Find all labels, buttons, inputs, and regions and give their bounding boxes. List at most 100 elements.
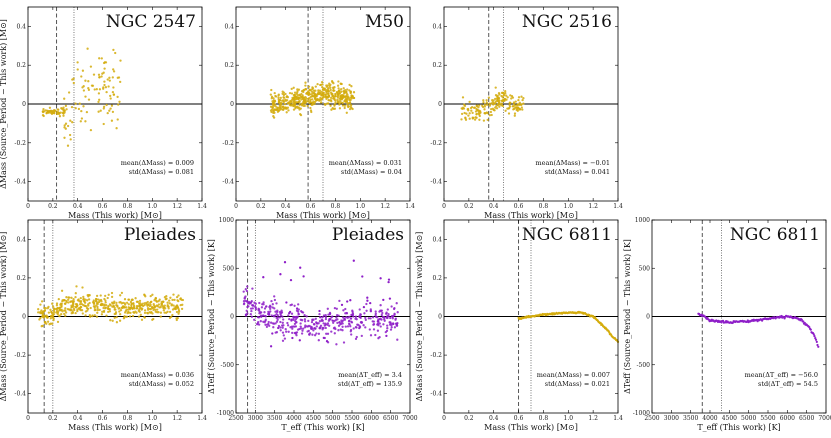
data-point (129, 311, 132, 315)
data-point (278, 316, 281, 319)
data-point (279, 96, 282, 100)
data-point (143, 315, 146, 319)
data-point (291, 336, 294, 340)
data-point (155, 300, 159, 303)
data-point (117, 103, 120, 106)
data-point (67, 91, 71, 94)
data-point (177, 294, 180, 297)
data-point (74, 292, 77, 295)
data-point (115, 321, 119, 324)
data-point (307, 85, 311, 88)
data-point (258, 310, 261, 313)
data-point (265, 305, 268, 308)
y-tick-label: -500 (637, 362, 651, 369)
data-point (390, 326, 393, 329)
data-point (92, 305, 96, 308)
data-point (154, 308, 157, 311)
data-point (119, 80, 122, 84)
data-point (127, 308, 130, 311)
y-tick-label: 0 (22, 101, 26, 108)
data-point (281, 326, 284, 329)
data-point (37, 311, 40, 314)
data-point (69, 119, 72, 122)
data-point (297, 303, 300, 306)
data-point (272, 326, 275, 329)
y-tick-label: 0.4 (432, 236, 442, 243)
data-point (509, 94, 512, 97)
data-point (336, 84, 340, 87)
data-point (82, 304, 85, 307)
data-point (314, 85, 317, 88)
x-tick-label: 0.8 (539, 415, 549, 422)
data-point (45, 314, 48, 317)
data-point (276, 110, 280, 113)
data-point (364, 318, 367, 322)
data-point (250, 315, 254, 318)
data-point (285, 330, 288, 333)
data-point (146, 300, 149, 304)
data-point (108, 76, 111, 79)
data-point (109, 304, 112, 307)
data-point (340, 320, 344, 324)
y-tick-label: -500 (221, 362, 235, 369)
data-point (346, 325, 350, 328)
data-point (483, 108, 486, 111)
data-point (82, 89, 86, 92)
data-point (295, 331, 299, 334)
data-point (468, 100, 471, 104)
data-point (94, 300, 98, 303)
data-point (518, 101, 521, 104)
data-point (108, 79, 111, 82)
data-point (259, 314, 263, 317)
data-point (502, 94, 505, 97)
y-tick-label: -0.2 (14, 140, 26, 147)
data-point (279, 320, 282, 324)
data-point (109, 97, 112, 100)
data-point (478, 118, 481, 121)
data-point (109, 107, 112, 110)
x-tick-label: 7000 (818, 415, 831, 422)
data-point (101, 310, 104, 313)
data-point (49, 317, 52, 320)
data-point (341, 104, 345, 107)
data-point (146, 311, 149, 315)
data-point (87, 86, 90, 90)
data-point (816, 343, 819, 347)
data-point (76, 308, 79, 311)
data-point (163, 296, 167, 299)
data-point (320, 90, 323, 93)
data-point (82, 295, 85, 299)
data-point (254, 308, 258, 311)
data-point (517, 96, 521, 99)
data-point (171, 298, 174, 302)
data-point (116, 118, 119, 121)
data-point (289, 278, 293, 282)
data-point (113, 308, 116, 311)
x-tick-label: 6500 (383, 415, 398, 422)
x-tick-label: 0.8 (123, 203, 133, 210)
data-point (84, 95, 87, 98)
data-point (132, 302, 135, 305)
data-point (371, 316, 375, 319)
data-point (99, 294, 102, 297)
data-point (802, 320, 805, 323)
y-tick-label: -1000 (217, 410, 234, 417)
data-point (321, 319, 324, 322)
data-point (385, 329, 389, 333)
data-point (105, 103, 108, 107)
data-point (342, 92, 346, 95)
data-point (58, 307, 61, 310)
data-point (498, 105, 501, 108)
data-point (483, 112, 487, 115)
data-point (296, 106, 300, 110)
data-point (333, 86, 336, 89)
data-point (814, 337, 817, 340)
data-point (315, 321, 318, 325)
data-point (281, 315, 284, 318)
y-tick-label: 0.2 (16, 275, 26, 282)
y-tick-label: 0.2 (16, 62, 26, 69)
data-point (329, 91, 333, 94)
data-point (331, 93, 334, 96)
data-point (104, 306, 108, 309)
data-point (346, 300, 349, 303)
